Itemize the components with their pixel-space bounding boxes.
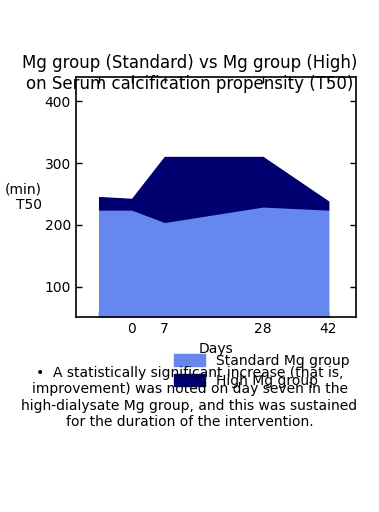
Text: high-dialysate Mg group, and this was sustained: high-dialysate Mg group, and this was su… [22,399,357,413]
Text: Mg group (Standard) vs Mg group (High)
on Serum calcification propensity (T50): Mg group (Standard) vs Mg group (High) o… [22,54,357,93]
Legend: Standard Mg group, High Mg group: Standard Mg group, High Mg group [174,354,349,388]
Text: improvement) was noted on day seven in the: improvement) was noted on day seven in t… [31,382,348,396]
Text: •  A statistically significant increase (that is,: • A statistically significant increase (… [36,366,343,380]
X-axis label: Days: Days [199,342,233,356]
Y-axis label: (min)
T50: (min) T50 [5,182,42,212]
Text: for the duration of the intervention.: for the duration of the intervention. [66,415,313,429]
